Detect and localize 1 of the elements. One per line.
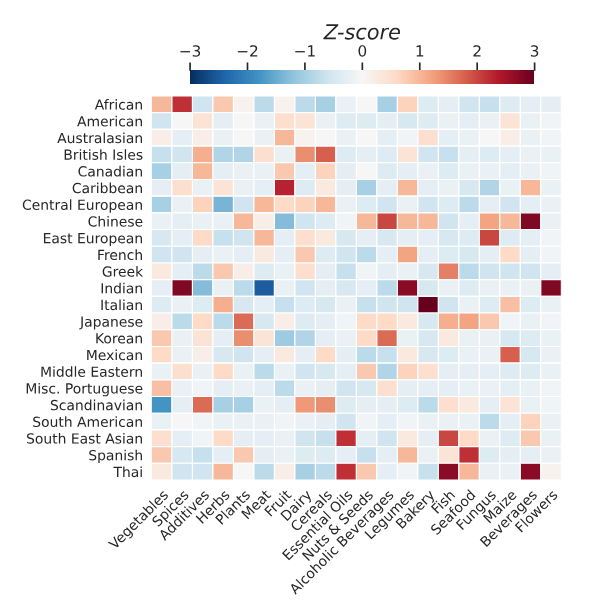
color-bar-title: Z-score <box>323 24 401 40</box>
